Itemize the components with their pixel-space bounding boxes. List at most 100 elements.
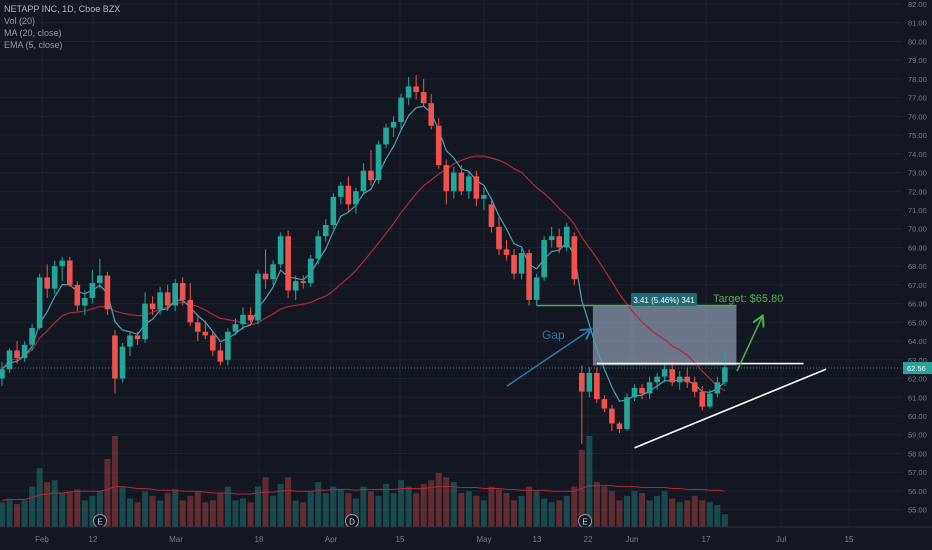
price-tick-label: 66.00 (908, 300, 927, 309)
time-tick-label: Jul (776, 535, 786, 544)
price-tick-label: 73.00 (908, 169, 927, 178)
volume-bar (669, 498, 676, 528)
price-axis: 55.00 56.00 57.00 58.00 59.00 60.00 61.00 62.00… (902, 0, 932, 550)
candle-body (217, 350, 224, 362)
price-tick-label: 63.00 (908, 356, 927, 365)
volume-bar (352, 498, 359, 528)
candle-body (684, 376, 691, 383)
candle-body (526, 253, 532, 300)
volume-bar (307, 491, 314, 528)
candle-body (44, 277, 50, 289)
price-tick-label: 82.00 (908, 0, 927, 9)
volume-bar (556, 500, 563, 528)
ma-indicator-label[interactable]: MA (20, close) (4, 28, 62, 38)
volume-bar (458, 493, 465, 528)
volume-bar (601, 486, 608, 528)
candle-body (210, 335, 216, 351)
volume-bar (473, 495, 480, 528)
candle-body (571, 236, 578, 280)
candle-body (104, 275, 111, 310)
volume-bar (134, 502, 141, 528)
time-axis-bg (0, 527, 932, 550)
volume-bar (179, 500, 186, 528)
candle-body (413, 86, 419, 93)
candle-body (322, 224, 329, 237)
candle-body (134, 335, 141, 340)
volume-bar (684, 500, 691, 528)
volume-bar (623, 495, 630, 528)
time-tick-label: Feb (35, 535, 49, 544)
price-axis-bg (902, 0, 932, 550)
volume-bar (194, 491, 201, 528)
volume-bar (563, 495, 570, 528)
price-tick-label: 67.00 (908, 281, 927, 290)
candle-body (435, 125, 442, 166)
candle-body (247, 314, 254, 321)
volume-bar (518, 495, 525, 528)
price-tick-label: 80.00 (908, 37, 927, 46)
time-tick-label: 17 (702, 535, 711, 544)
candle-body (579, 372, 585, 392)
price-tick-label: 71.00 (908, 206, 927, 215)
candle-body (639, 387, 645, 394)
candle-body (315, 236, 322, 259)
volume-bar (119, 486, 126, 528)
volume-indicator-label[interactable]: Vol (20) (4, 16, 36, 26)
volume-bar (157, 500, 164, 528)
candle-body (127, 335, 133, 347)
volume-bar (202, 502, 209, 528)
candle-body (368, 170, 374, 181)
candle-body (398, 97, 404, 122)
candle-body (533, 277, 540, 300)
volume-bar (330, 486, 337, 528)
volume-bar (96, 491, 103, 528)
candle-body (360, 170, 367, 192)
candle-body (97, 275, 103, 284)
volume-bar (247, 502, 254, 528)
price-tick-label: 72.00 (908, 187, 927, 196)
candle-body (149, 303, 156, 310)
candle-body (548, 236, 555, 240)
price-tick-label: 68.00 (908, 262, 927, 271)
ma-20-line (1, 155, 726, 392)
candle-body (345, 185, 352, 205)
volume-bar (691, 495, 698, 528)
volume-bar (541, 498, 548, 528)
candle-body (119, 346, 126, 379)
candle-body (586, 372, 593, 392)
price-tick-label: 57.00 (908, 468, 927, 477)
candle-body (51, 266, 58, 289)
price-tick-label: 74.00 (908, 150, 927, 159)
volume-bar (0, 502, 5, 528)
event-marker-label: D (349, 518, 355, 527)
ema-indicator-label[interactable]: EMA (5, close) (4, 40, 63, 50)
volume-bar (608, 491, 615, 528)
candle-body (89, 283, 96, 299)
volume-bar (646, 500, 653, 528)
price-tick-label: 69.00 (908, 243, 927, 252)
volume-bar (721, 514, 728, 528)
volume-bar (435, 472, 442, 528)
volume-bar (706, 502, 713, 528)
volume-bar (104, 459, 111, 528)
candle-body (300, 281, 306, 284)
candle-body (157, 292, 163, 310)
candle-body (66, 260, 73, 285)
candle-body (164, 292, 171, 306)
time-tick-label: 13 (533, 535, 542, 544)
candle-body (428, 103, 435, 126)
price-tick-label: 61.00 (908, 393, 927, 402)
time-tick-label: 18 (255, 535, 264, 544)
price-tick-label: 76.00 (908, 112, 927, 121)
price-tick-label: 65.00 (908, 318, 927, 327)
event-marker-label: E (97, 518, 102, 527)
candle-body (0, 369, 5, 379)
candle-body (451, 172, 457, 192)
measure-label: 3.41 (5.46%) 341 (633, 296, 695, 305)
volume-bar (443, 477, 450, 528)
volume-bar (337, 489, 344, 528)
candle-body (270, 264, 276, 280)
candle-body (225, 331, 231, 360)
chart-legend: NETAPP INC, 1D, Cboe BZX Vol (20) MA (20… (4, 3, 120, 51)
